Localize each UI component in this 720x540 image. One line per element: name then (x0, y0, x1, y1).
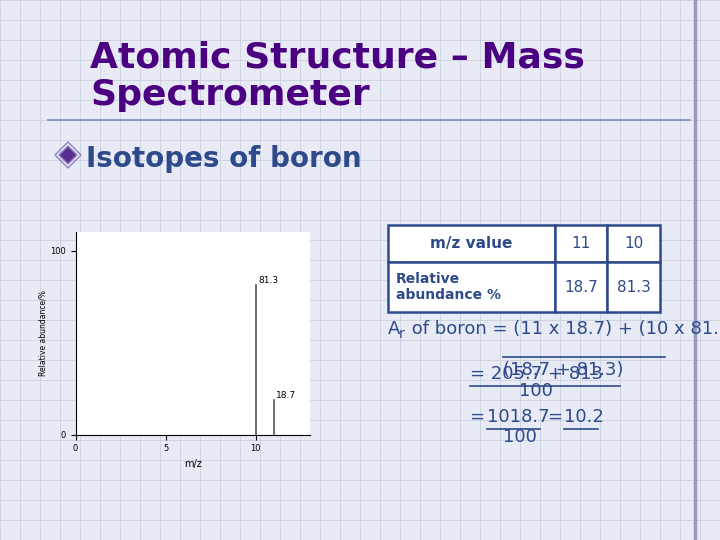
Text: 10: 10 (624, 236, 643, 251)
Bar (388, 225, 555, 262)
Text: Atomic Structure – Mass: Atomic Structure – Mass (90, 40, 585, 74)
Bar (388, 262, 555, 312)
Text: 100: 100 (519, 382, 553, 400)
Bar (555, 225, 607, 262)
Text: 11: 11 (572, 236, 590, 251)
Text: 1018.7: 1018.7 (487, 408, 549, 426)
Text: 81.3: 81.3 (258, 276, 279, 285)
Text: 18.7: 18.7 (564, 280, 598, 294)
Bar (607, 262, 660, 312)
Text: m/z value: m/z value (431, 236, 513, 251)
Bar (555, 262, 607, 312)
Text: Relative: Relative (396, 272, 460, 286)
Text: 10.2: 10.2 (564, 408, 604, 426)
Text: r: r (399, 327, 405, 341)
Y-axis label: Relative abundance/%: Relative abundance/% (38, 291, 48, 376)
Polygon shape (59, 146, 77, 164)
X-axis label: m/z: m/z (184, 459, 202, 469)
Text: 100: 100 (503, 428, 537, 446)
Text: abundance %: abundance % (396, 288, 501, 302)
Text: =: = (470, 408, 491, 426)
Text: of boron = (11 x 18.7) + (10 x 81.3): of boron = (11 x 18.7) + (10 x 81.3) (406, 320, 720, 338)
Text: Isotopes of boron: Isotopes of boron (86, 145, 361, 173)
Bar (607, 225, 660, 262)
Text: A: A (388, 320, 400, 338)
Text: Spectrometer: Spectrometer (90, 78, 370, 112)
Text: (18.7 + 81.3): (18.7 + 81.3) (503, 361, 624, 379)
Text: 81.3: 81.3 (616, 280, 650, 294)
Text: 18.7: 18.7 (276, 392, 297, 400)
Text: =: = (548, 408, 575, 426)
Text: = 205.7 + 813: = 205.7 + 813 (470, 365, 603, 383)
